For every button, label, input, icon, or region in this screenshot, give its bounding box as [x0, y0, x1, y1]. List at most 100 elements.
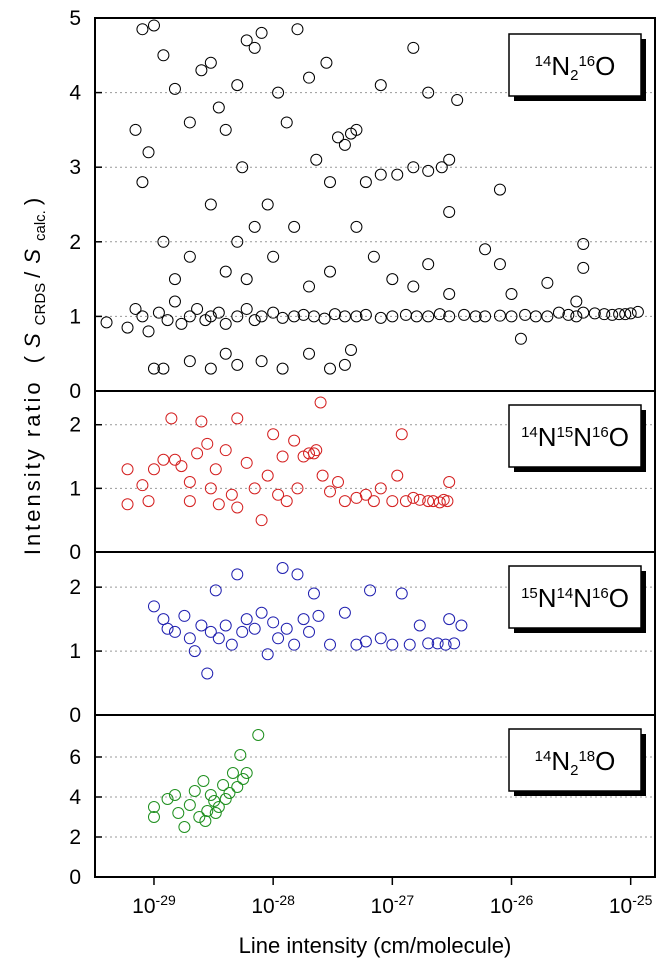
- point: [195, 415, 208, 428]
- point: [407, 280, 420, 293]
- point: [324, 265, 337, 278]
- y-tick-label: 0: [69, 704, 81, 727]
- label-part: N: [538, 583, 557, 613]
- point: [236, 161, 249, 174]
- point: [231, 501, 244, 514]
- point: [443, 310, 456, 323]
- point: [374, 632, 387, 645]
- point: [272, 632, 285, 645]
- point: [240, 34, 253, 47]
- x-tick-base: 10: [132, 895, 155, 918]
- label-part: 2: [570, 762, 578, 779]
- point: [606, 308, 619, 321]
- y-tick-label: 2: [69, 414, 81, 437]
- point: [367, 495, 380, 508]
- point: [201, 437, 214, 450]
- y-tick-label: 4: [69, 82, 81, 105]
- point: [178, 609, 191, 622]
- point: [255, 310, 268, 323]
- point: [338, 310, 351, 323]
- point: [183, 495, 196, 508]
- point: [261, 469, 274, 482]
- point: [276, 311, 289, 324]
- point: [312, 609, 325, 622]
- x-tick-label: 10-28: [251, 892, 295, 918]
- point: [255, 26, 268, 39]
- point: [157, 49, 170, 62]
- label-part: 16: [592, 424, 609, 441]
- point: [240, 767, 253, 779]
- x-axis-title: Line intensity (cm/molecule): [239, 933, 512, 958]
- point: [248, 314, 261, 327]
- point: [338, 495, 351, 508]
- point: [386, 495, 399, 508]
- label-part: O: [609, 583, 629, 613]
- point: [399, 308, 412, 321]
- point: [212, 101, 225, 114]
- x-tick-base: 10: [490, 895, 513, 918]
- point: [280, 622, 293, 635]
- label-part: O: [595, 51, 615, 81]
- point: [344, 343, 357, 356]
- point: [201, 805, 214, 817]
- point: [395, 587, 408, 600]
- point: [183, 116, 196, 129]
- point: [261, 198, 274, 211]
- label-part: N: [538, 422, 557, 452]
- label-box: [508, 404, 642, 468]
- point: [324, 362, 337, 375]
- point: [350, 220, 363, 233]
- point: [422, 258, 435, 271]
- point: [422, 637, 435, 650]
- point: [136, 23, 149, 36]
- point: [261, 648, 274, 661]
- point: [303, 71, 316, 84]
- panel-label: 14N216O: [535, 51, 616, 84]
- point: [443, 205, 456, 218]
- point: [142, 325, 155, 338]
- label-box: [508, 728, 642, 792]
- point: [479, 243, 492, 256]
- point: [193, 811, 206, 823]
- point: [142, 146, 155, 159]
- point: [136, 310, 149, 323]
- y-axis-title: Intensity ratio (S CRDS / Scalc.): [20, 195, 49, 555]
- point: [219, 619, 232, 632]
- point: [316, 469, 329, 482]
- point: [443, 476, 456, 488]
- point: [386, 273, 399, 286]
- y-tick-label: 5: [69, 7, 81, 30]
- point: [178, 821, 191, 833]
- point: [338, 138, 351, 151]
- point: [359, 635, 372, 648]
- point: [280, 116, 293, 129]
- point: [226, 767, 239, 779]
- point: [219, 444, 232, 457]
- point: [136, 479, 149, 492]
- point: [225, 638, 238, 651]
- point: [191, 302, 204, 315]
- point: [303, 447, 316, 460]
- point: [493, 183, 506, 196]
- point: [209, 463, 222, 476]
- label-part: O: [609, 422, 629, 452]
- point: [231, 79, 244, 92]
- x-tick-exponent: -27: [394, 892, 414, 908]
- point: [240, 613, 253, 626]
- point: [248, 220, 261, 233]
- point: [324, 176, 337, 189]
- point: [598, 308, 611, 321]
- point: [493, 258, 506, 271]
- point: [121, 463, 134, 476]
- panel: 012 14N15N16O: [69, 390, 656, 564]
- label-part: 14: [557, 585, 574, 602]
- point: [217, 779, 230, 791]
- point: [324, 485, 337, 498]
- point: [451, 94, 464, 107]
- point: [240, 302, 253, 315]
- point: [276, 362, 289, 375]
- point: [350, 310, 363, 323]
- point: [255, 355, 268, 368]
- point: [441, 495, 454, 508]
- point: [175, 317, 188, 330]
